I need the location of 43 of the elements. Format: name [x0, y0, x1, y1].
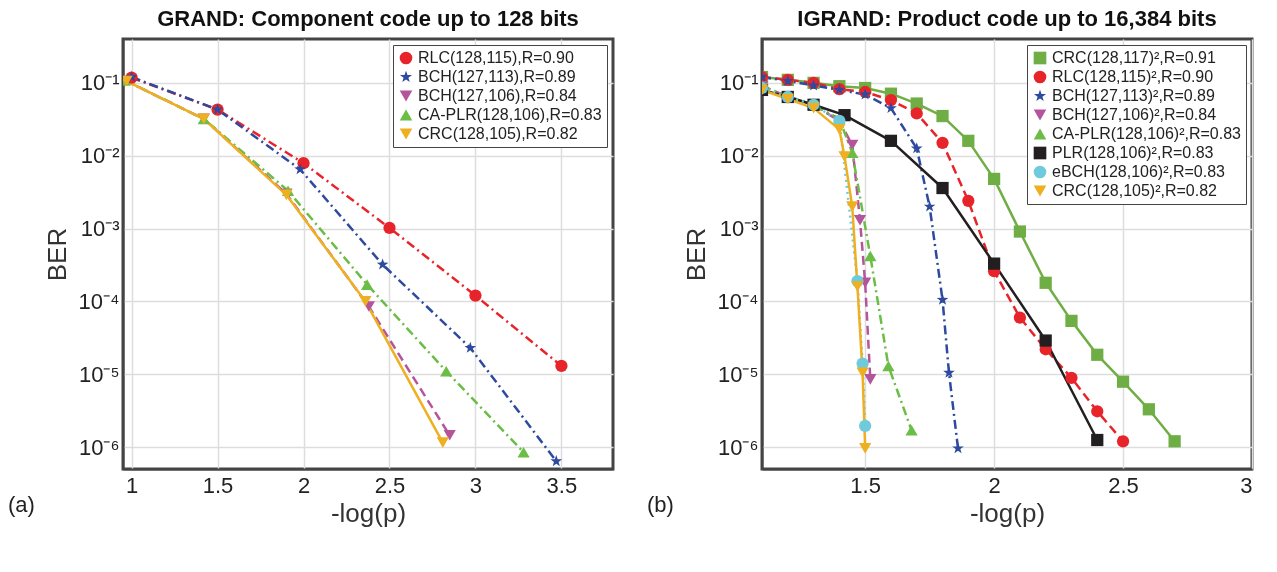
- x-tick-label: 2: [988, 472, 1001, 498]
- y-tick-label: 10⁻³: [80, 216, 120, 242]
- y-tick-label: 10⁻⁴: [717, 288, 759, 314]
- x-tick-label: 3: [469, 472, 483, 498]
- legend-label: BCH(127,106)²,R=0.84: [1052, 106, 1217, 123]
- y-tick-label: 10⁻⁶: [78, 434, 120, 460]
- text: (b): [647, 492, 674, 517]
- y-tick-label: 10⁻⁶: [717, 434, 759, 460]
- legend-label: BCH(127,113)²,R=0.89: [1052, 87, 1215, 104]
- legend-label: BCH(127,113),R=0.89: [418, 68, 576, 85]
- legend-label: RLC(128,115)²,R=0.90: [1052, 68, 1214, 85]
- legend-label: CRC(128,117)²,R=0.91: [1052, 49, 1216, 66]
- legend-label: BCH(127,106),R=0.84: [418, 87, 577, 104]
- legend-label: eBCH(128,106)²,R=0.83: [1052, 163, 1226, 180]
- x-axis-title: -log(p): [969, 497, 1046, 528]
- y-tick-label: 10⁻⁵: [78, 361, 120, 387]
- y-tick-label: 10⁻²: [80, 143, 120, 169]
- x-tick-label: 3.5: [546, 472, 578, 498]
- y-axis-title: BER: [41, 227, 72, 282]
- chart-title: GRAND: Component code up to 128 bits: [157, 6, 579, 31]
- x-tick-label: 1: [125, 472, 139, 498]
- x-tick-label: 1.5: [202, 472, 234, 498]
- chart-title: IGRAND: Product code up to 16,384 bits: [797, 6, 1217, 31]
- legend-label: CRC(128,105),R=0.82: [418, 125, 578, 142]
- y-tick-label: 10⁻¹: [719, 70, 759, 96]
- legend-label: RLC(128,115),R=0.90: [418, 49, 574, 66]
- legend-label: CA-PLR(128,106)²,R=0.83: [1052, 125, 1242, 142]
- y-tick-label: 10⁻¹: [80, 70, 120, 96]
- y-axis-title: BER: [680, 227, 711, 282]
- x-axis-title: -log(p): [330, 497, 407, 528]
- legend-label: CRC(128,105)²,R=0.82: [1052, 182, 1218, 199]
- x-tick-label: 1.5: [850, 472, 881, 498]
- x-tick-label: 2.5: [374, 472, 406, 498]
- legend-label: CA-PLR(128,106),R=0.83: [418, 106, 602, 123]
- legend-label: PLR(128,106)²,R=0.83: [1052, 144, 1214, 161]
- x-tick-label: 2.5: [1108, 472, 1139, 498]
- x-tick-label: 3: [1240, 472, 1253, 498]
- y-tick-label: 10⁻⁴: [78, 288, 120, 314]
- y-tick-label: 10⁻⁵: [717, 361, 759, 387]
- x-tick-label: 2: [297, 472, 311, 498]
- y-tick-label: 10⁻²: [719, 143, 759, 169]
- text: (a): [8, 492, 35, 517]
- y-tick-label: 10⁻³: [719, 216, 759, 242]
